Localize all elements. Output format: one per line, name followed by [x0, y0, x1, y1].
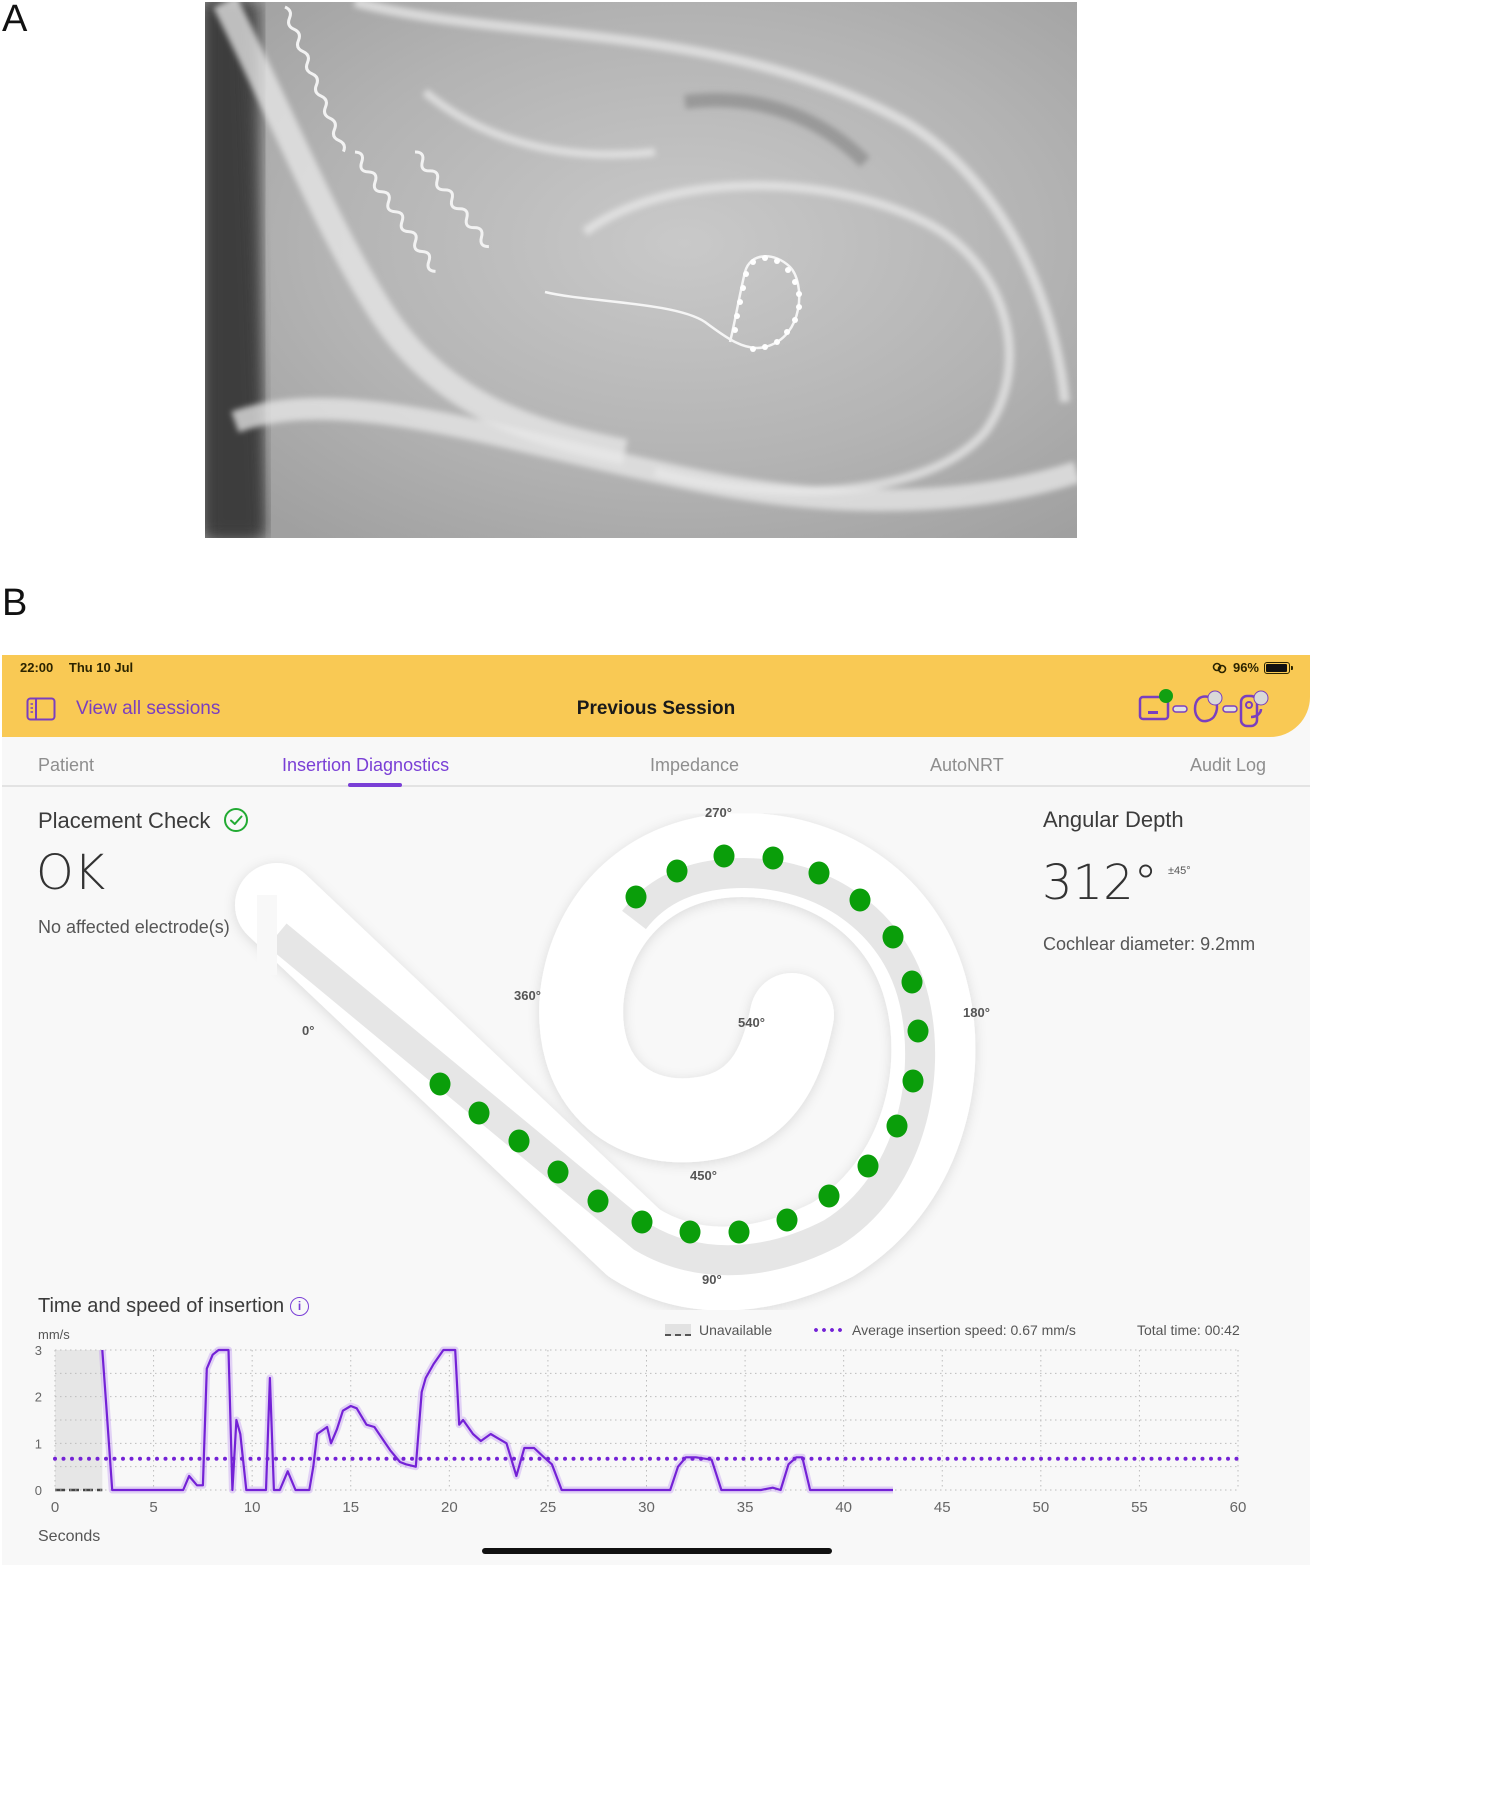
y-tick-label: 0 — [35, 1483, 42, 1498]
page-title: Previous Session — [576, 698, 736, 719]
y-axis-unit: mm/s — [38, 1327, 70, 1342]
placement-check-value: OK — [36, 845, 106, 901]
x-tick-label: 25 — [540, 1499, 557, 1516]
x-tick-label: 10 — [244, 1499, 261, 1516]
battery-percent: 96% — [1232, 660, 1259, 675]
angular-depth-tolerance: ±45° — [1168, 865, 1191, 877]
angle-label-360: 360° — [514, 988, 541, 1003]
insertion-chart-heading: Time and speed of insertion i — [38, 1295, 310, 1318]
tab-autonrt[interactable]: AutoNRT — [930, 755, 1004, 775]
angle-label-270: 270° — [705, 805, 732, 820]
placement-check-heading: Placement Check — [38, 807, 249, 834]
sidebar-toggle-icon — [26, 697, 56, 721]
connector-icon — [1222, 705, 1238, 713]
x-tick-label: 55 — [1131, 1499, 1148, 1516]
cochlea-electrode-diagram: 270° 180° 90° 360° 540° 450° 0° — [235, 805, 990, 1311]
unavailable-swatch — [665, 1324, 691, 1336]
app-header: 22:00 Thu 10 Jul 96% View all sessions P… — [2, 655, 1310, 737]
x-tick-label: 15 — [342, 1499, 359, 1516]
panel-a-label: A — [2, 0, 28, 40]
x-tick-label: 20 — [441, 1499, 458, 1516]
affected-electrodes-text: No affected electrode(s) — [38, 917, 230, 937]
status-bar-left: 22:00 Thu 10 Jul — [20, 660, 145, 675]
x-tick-label: 30 — [638, 1499, 655, 1516]
x-tick-label: 45 — [934, 1499, 951, 1516]
tab-insertion-diagnostics[interactable]: Insertion Diagnostics — [282, 755, 450, 775]
y-tick-label: 2 — [35, 1390, 42, 1405]
angle-label-0: 0° — [302, 1023, 314, 1038]
link-icon — [1212, 662, 1227, 673]
angle-label-180: 180° — [963, 1005, 990, 1020]
connector-icon — [1172, 705, 1188, 713]
average-speed-swatch — [812, 1328, 844, 1332]
home-indicator — [482, 1548, 832, 1554]
sound-processor-icon — [1239, 690, 1269, 728]
battery-icon — [1264, 661, 1293, 674]
check-circle-icon — [223, 808, 248, 832]
legend-average-label: Average insertion speed: 0.67 mm/s — [852, 1322, 1076, 1338]
status-time: 22:00 — [20, 660, 54, 675]
status-date: Thu 10 Jul — [68, 660, 134, 675]
insertion-speed-chart: mm/s 0 5 10 15 20 25 30 35 40 45 50 55 60 0 1 2 3 Second… — [35, 1327, 1247, 1545]
x-tick-label: 40 — [835, 1499, 852, 1516]
x-tick-label: 0 — [51, 1499, 59, 1516]
legend-unavailable-label: Unavailable — [699, 1322, 773, 1338]
tab-impedance[interactable]: Impedance — [650, 755, 740, 775]
tab-audit-log[interactable]: Audit Log — [1190, 755, 1267, 775]
status-bar-right: 96% — [1212, 660, 1293, 675]
y-tick-label: 1 — [35, 1436, 42, 1451]
ipad-app-screen: 22:00 Thu 10 Jul 96% View all sessions P… — [2, 655, 1310, 1565]
view-all-sessions-button[interactable]: View all sessions — [26, 697, 220, 721]
x-tick-label: 35 — [737, 1499, 754, 1516]
legend-unavailable: Unavailable — [665, 1322, 772, 1338]
angle-label-450: 450° — [690, 1168, 717, 1183]
insertion-chart-title: Time and speed of insertion — [38, 1295, 285, 1317]
device-connection-chain[interactable] — [1137, 687, 1272, 736]
tab-bar: Patient Insertion Diagnostics Impedance … — [2, 737, 1310, 787]
y-tick-label: 3 — [35, 1343, 42, 1358]
x-axis-label: Seconds — [38, 1528, 100, 1545]
cochlear-diameter-text: Cochlear diameter: 9.2mm — [1043, 934, 1256, 954]
angular-depth-title: Angular Depth — [1043, 807, 1184, 832]
electrode-contacts — [429, 844, 929, 1244]
angle-label-540: 540° — [738, 1015, 765, 1030]
processor-device-icon — [1138, 689, 1173, 721]
angle-label-90: 90° — [702, 1272, 722, 1287]
x-tick-label: 5 — [149, 1499, 157, 1516]
legend-average-speed: Average insertion speed: 0.67 mm/s — [812, 1322, 1076, 1338]
view-all-sessions-label: View all sessions — [76, 698, 221, 719]
x-tick-label: 60 — [1230, 1499, 1247, 1516]
active-tab-indicator — [348, 783, 402, 787]
xray-image — [205, 2, 1077, 538]
unavailable-region — [55, 1350, 103, 1490]
tab-patient[interactable]: Patient — [38, 755, 95, 775]
panel-b-label: B — [2, 582, 28, 624]
x-tick-label: 50 — [1032, 1499, 1049, 1516]
info-icon[interactable]: i — [290, 1297, 310, 1316]
total-time: Total time: 00:42 — [1137, 1322, 1240, 1338]
placement-check-title: Placement Check — [38, 808, 211, 833]
angular-depth-value: 312° — [1042, 855, 1158, 911]
implant-device-icon — [1193, 690, 1223, 723]
